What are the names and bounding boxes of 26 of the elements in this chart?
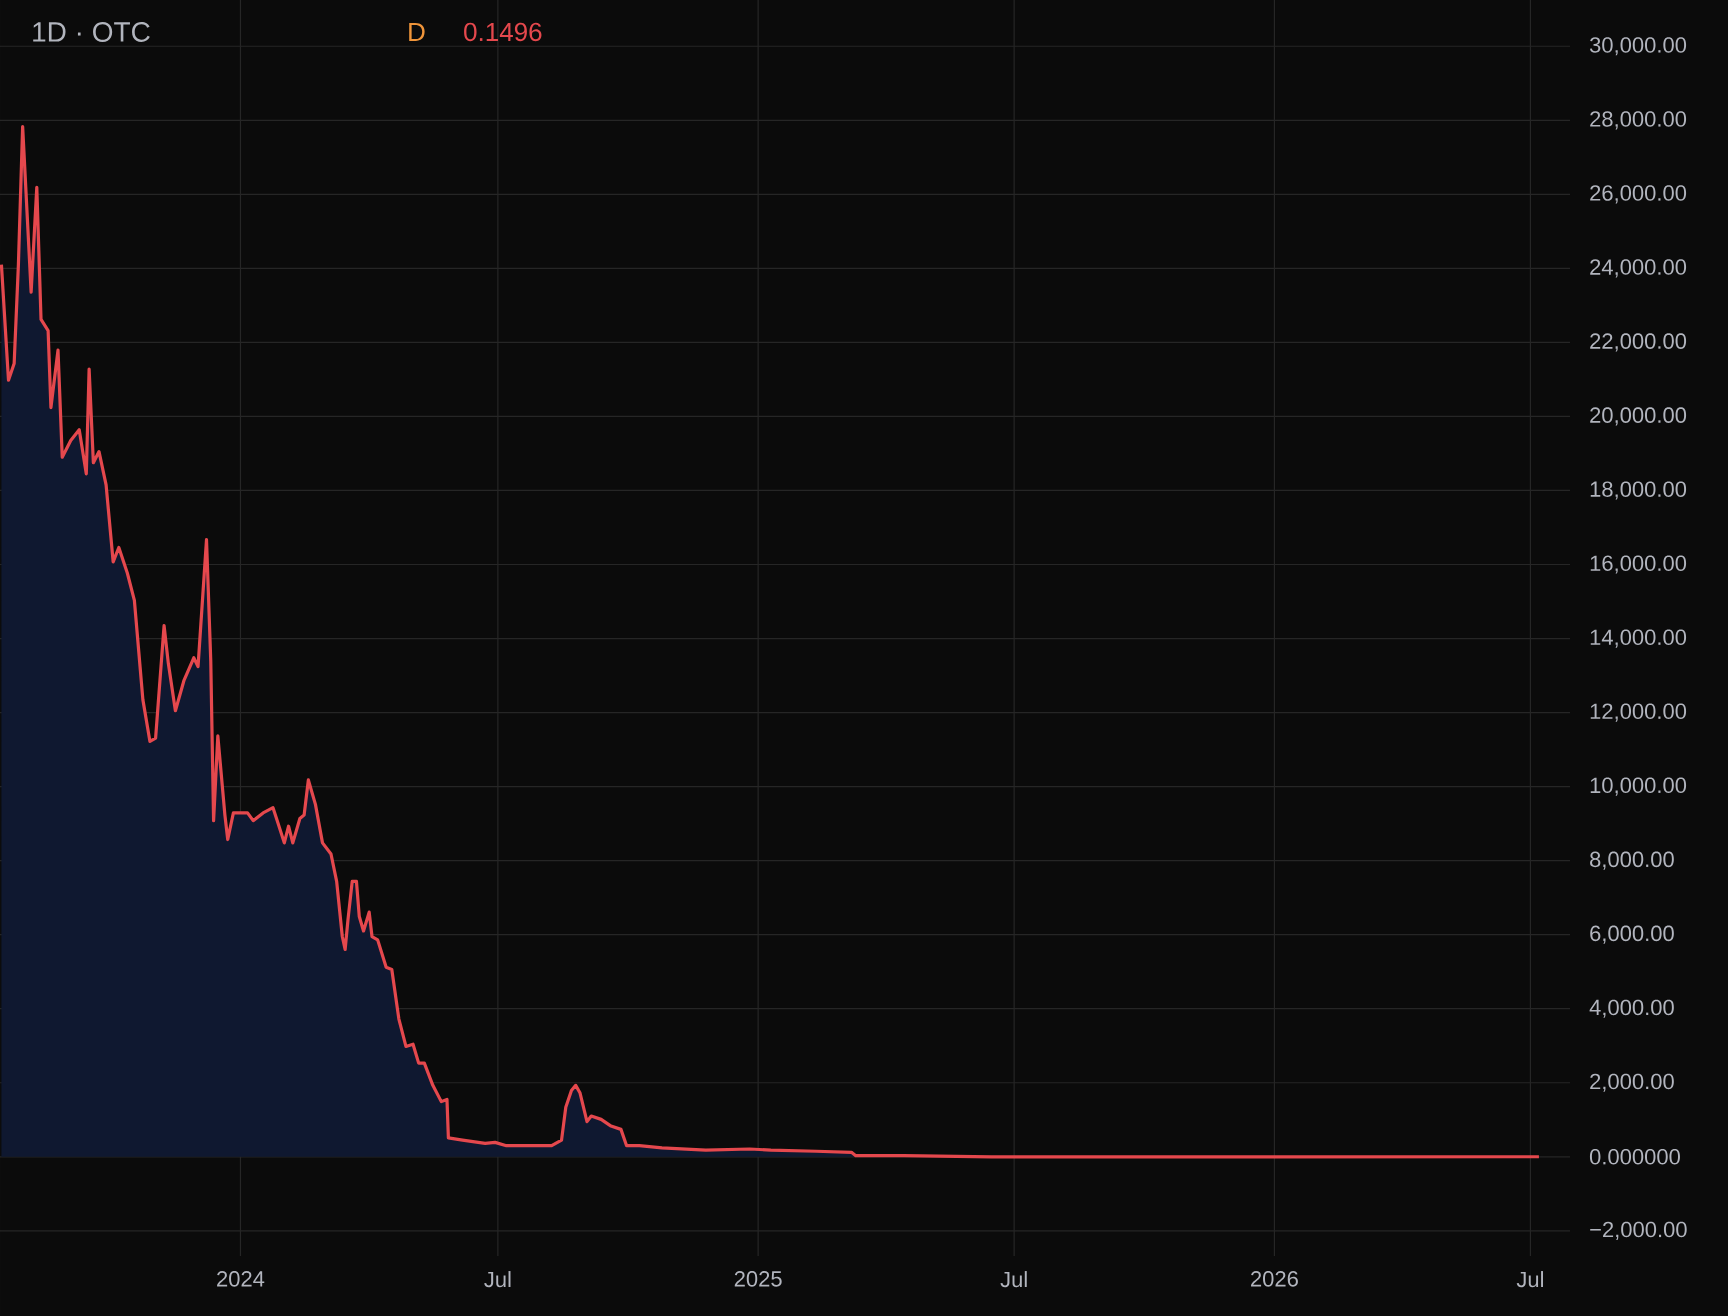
- annotation: 0.1496: [464, 22, 542, 42]
- y-tick-label: 18,000.00: [1590, 481, 1687, 500]
- y-tick-label: 14,000.00: [1590, 629, 1687, 648]
- y-tick-label: 26,000.00: [1590, 185, 1687, 204]
- y-tick-label: 0.000000: [1589, 1149, 1680, 1165]
- x-tick-label: Jul: [1516, 1271, 1544, 1288]
- y-tick-label: 30,000.00: [1589, 37, 1687, 56]
- y-tick-label: 2,000.00: [1590, 1073, 1674, 1092]
- x-tick-label: 2025: [734, 1271, 782, 1287]
- x-tick-label: 2024: [217, 1271, 265, 1287]
- y-tick-label: 4,000.00: [1589, 999, 1674, 1018]
- y-tick-label: 6,000.00: [1590, 925, 1674, 944]
- y-tick-label: 24,000.00: [1590, 259, 1687, 278]
- y-tick-label: 16,000.00: [1590, 555, 1687, 574]
- x-tick-label: Jul: [484, 1271, 511, 1288]
- text: 1D · OTC: [33, 22, 150, 42]
- y-tick-label: 22,000.00: [1590, 333, 1687, 352]
- y-tick-label: 20,000.00: [1590, 407, 1687, 426]
- y-tick-label: 10,000.00: [1590, 777, 1687, 796]
- y-tick-label: 12,000.00: [1590, 703, 1687, 722]
- x-tick-label: Jul: [1000, 1271, 1027, 1288]
- y-tick-label: 8,000.00: [1590, 851, 1674, 870]
- annotation: D: [409, 23, 425, 41]
- y-tick-label: 28,000.00: [1590, 111, 1687, 130]
- x-tick-label: 2026: [1251, 1271, 1298, 1287]
- y-tick-label: −2,000.00: [1590, 1221, 1687, 1240]
